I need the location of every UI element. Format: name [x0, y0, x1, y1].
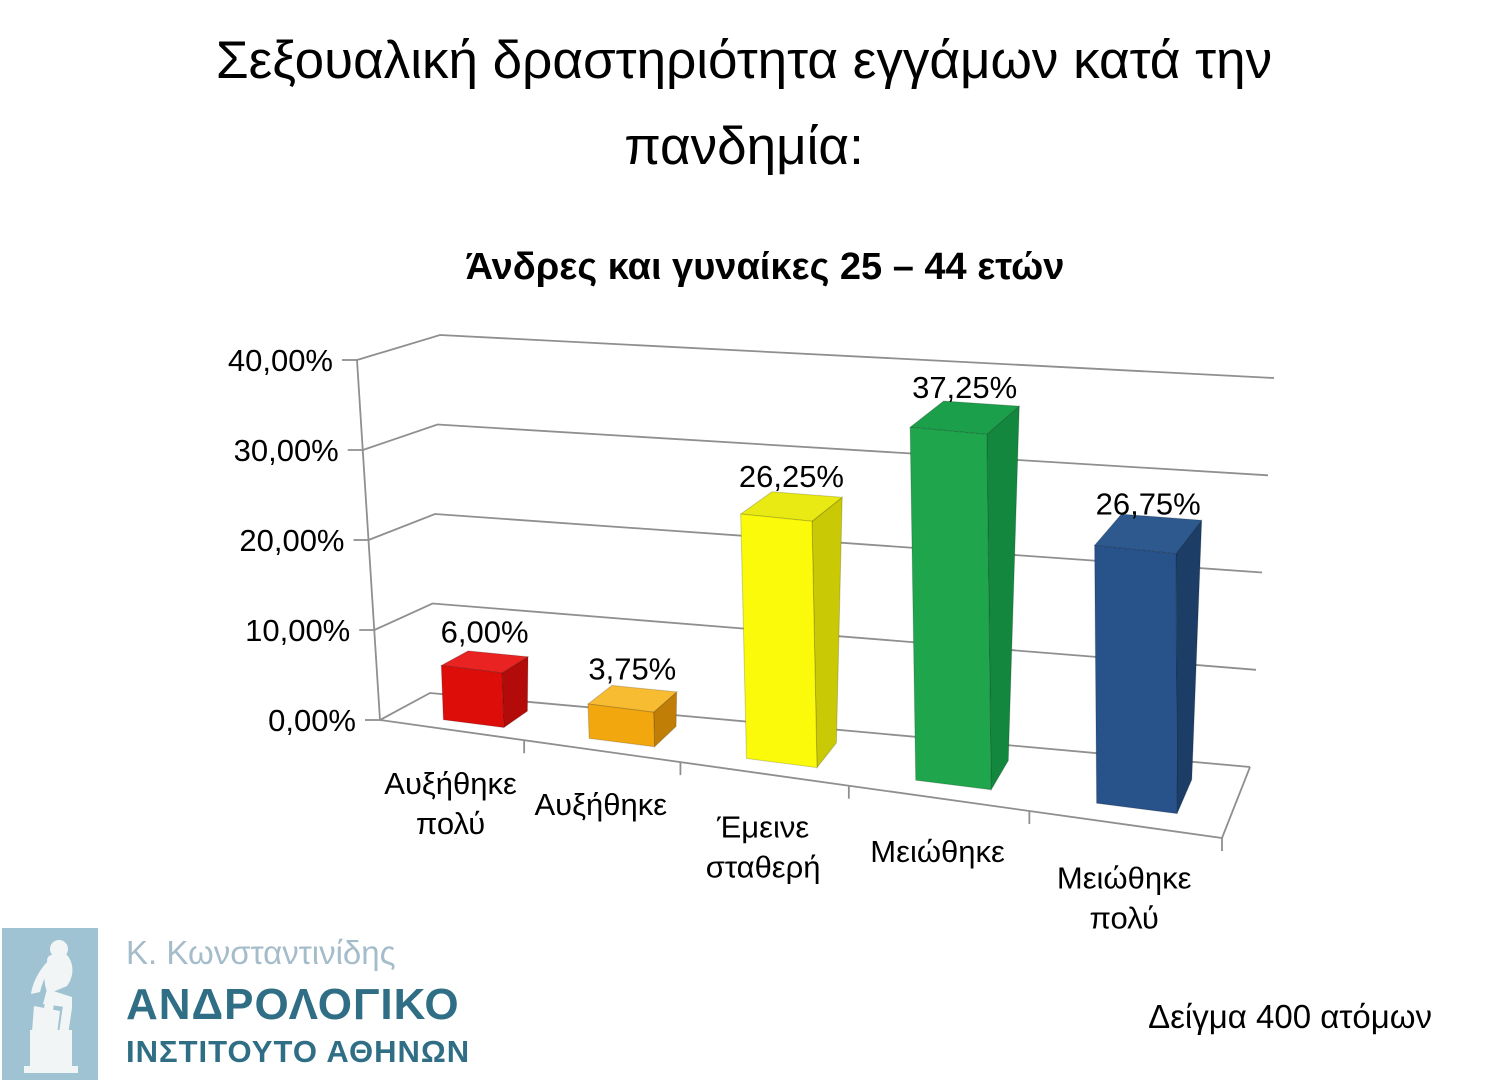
category-label-line: Έμεινε — [716, 810, 809, 845]
gridline — [356, 334, 1275, 379]
logo-text: Κ. Κωνσταντινίδης ΑΝΔΡΟΛΟΓΙΚΟ ΙΝΣΤΙΤΟΥΤΟ… — [126, 928, 470, 1067]
bar-Αυξήθηκε πολύ — [439, 650, 530, 729]
category-label-line: Αυξήθηκε — [384, 766, 517, 801]
thinker-statue-icon — [2, 928, 98, 1080]
bar-front-face — [440, 664, 505, 729]
logo-institute-name: ΑΝΔΡΟΛΟΓΙΚΟ — [126, 980, 460, 1029]
category-label-line: πολύ — [416, 806, 485, 841]
bar-Έμεινε σταθερή — [739, 491, 844, 770]
y-axis-label: 30,00% — [234, 433, 339, 468]
chart-title: Άνδρες και γυναίκες 25 – 44 ετών — [465, 246, 1065, 288]
bar-top-face — [586, 684, 678, 713]
logo-person-name: Κ. Κωνσταντινίδης — [126, 934, 396, 971]
value-label: 37,25% — [912, 370, 1017, 405]
bar-top-face — [1093, 513, 1203, 555]
bar-side-face — [1175, 518, 1203, 814]
category-label: Αυξήθηκε — [534, 787, 667, 822]
value-label: 3,75% — [588, 651, 676, 686]
statue-silhouette — [24, 940, 78, 1073]
category-label-line: σταθερή — [706, 850, 821, 885]
category-label: Αυξήθηκε πολύ — [384, 766, 517, 841]
category-label-line: Αυξήθηκε — [534, 787, 667, 822]
bar-top-face — [908, 400, 1021, 435]
logo: Κ. Κωνσταντινίδης ΑΝΔΡΟΛΟΓΙΚΟ ΙΝΣΤΙΤΟΥΤΟ… — [2, 928, 470, 1080]
bar-front-face — [1094, 544, 1178, 815]
y-axis-label: 10,00% — [245, 613, 350, 648]
category-label-line: πολύ — [1090, 900, 1159, 935]
value-label: 26,75% — [1096, 486, 1201, 521]
page-title: Σεξουαλική δραστηριότητα εγγάμων κατά τη… — [0, 18, 1488, 190]
category-label: Έμεινε σταθερή — [706, 810, 821, 885]
bar-side-face — [986, 404, 1020, 792]
logo-institute-sub: ΙΝΣΤΙΤΟΥΤΟ ΑΘΗΝΩΝ — [126, 1034, 471, 1069]
y-axis-label: 0,00% — [268, 703, 356, 738]
value-label: 6,00% — [441, 614, 529, 649]
bar-front-face — [909, 426, 992, 791]
bar-Αυξήθηκε — [586, 684, 678, 748]
value-label: 26,25% — [739, 459, 844, 494]
thinker-statue-svg — [2, 928, 98, 1080]
y-axis-label: 20,00% — [239, 523, 344, 558]
page-title-line2: πανδημία: — [624, 116, 864, 176]
bar-Μειώθηκε πολύ — [1093, 513, 1203, 815]
y-axis-label: 40,00% — [228, 343, 333, 378]
bar-Μειώθηκε — [908, 400, 1021, 792]
sample-size-note: Δείγμα 400 ατόμων — [1148, 998, 1432, 1035]
bar-front-face — [740, 513, 818, 769]
page-title-line1: Σεξουαλική δραστηριότητα εγγάμων κατά τη… — [215, 31, 1273, 90]
category-label: Μειώθηκε πολύ — [1057, 860, 1192, 935]
category-label-line: Μειώθηκε — [1057, 860, 1192, 895]
category-label-line: Μειώθηκε — [870, 834, 1005, 869]
category-label: Μειώθηκε — [870, 834, 1005, 869]
bar-front-face — [587, 703, 656, 748]
bar-top-face — [739, 491, 844, 522]
